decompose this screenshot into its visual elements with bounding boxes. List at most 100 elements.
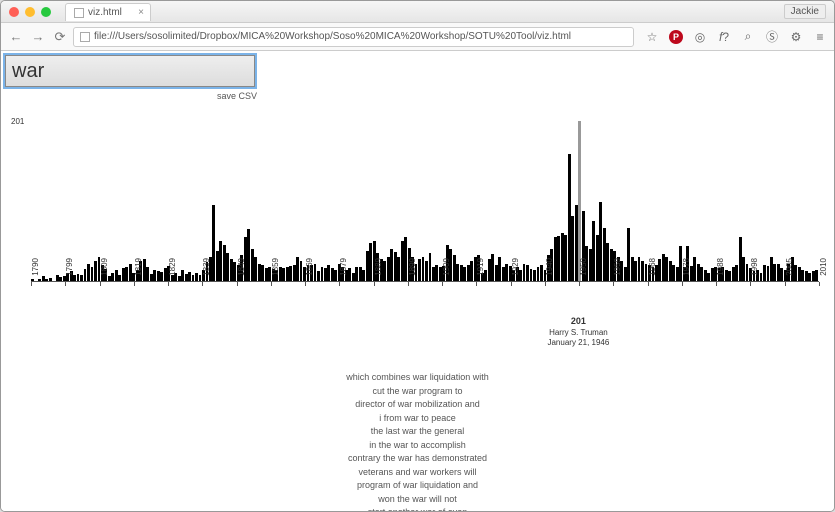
chart-bar[interactable] (707, 273, 710, 281)
chart-bar[interactable] (732, 267, 735, 281)
chart-bar[interactable] (662, 254, 665, 281)
chart-bar[interactable] (540, 265, 543, 281)
chart-bar[interactable] (798, 267, 801, 281)
chart-bar[interactable] (422, 257, 425, 281)
chart-bar[interactable] (672, 265, 675, 281)
chart-bar[interactable] (317, 271, 320, 281)
chart-bar[interactable] (226, 253, 229, 281)
chart-bar[interactable] (624, 267, 627, 281)
chart-bar[interactable] (429, 253, 432, 281)
chart-bar[interactable] (505, 264, 508, 282)
close-icon[interactable] (9, 7, 19, 17)
chart-bar[interactable] (390, 249, 393, 281)
url-bar[interactable]: file:///Users/sosolimited/Dropbox/MICA%2… (73, 27, 634, 47)
chart-bar[interactable] (115, 270, 118, 281)
chart-bar[interactable] (216, 251, 219, 281)
chart-bar[interactable] (794, 265, 797, 281)
chart-bar[interactable] (282, 268, 285, 281)
chart-bar[interactable] (589, 249, 592, 281)
chart-bar[interactable] (286, 267, 289, 281)
chart-bar[interactable] (296, 257, 299, 281)
chart-bar[interactable] (394, 252, 397, 281)
save-csv-link[interactable]: save CSV (5, 91, 257, 101)
chart-bar[interactable] (777, 264, 780, 282)
chart-bar[interactable] (122, 268, 125, 281)
chart-bar[interactable] (401, 241, 404, 281)
chart-bar[interactable] (300, 261, 303, 281)
user-badge[interactable]: Jackie (784, 4, 826, 19)
chart-bar[interactable] (564, 235, 567, 281)
chart-bar[interactable] (324, 268, 327, 281)
font-icon[interactable]: f? (716, 29, 732, 45)
chart-bar[interactable] (530, 269, 533, 281)
chart-bar[interactable] (212, 205, 215, 281)
chart-bar[interactable] (233, 262, 236, 281)
chart-bar[interactable] (321, 267, 324, 281)
chart-bar[interactable] (258, 264, 261, 282)
search-icon[interactable]: ⌕ (740, 29, 756, 45)
chart-bar[interactable] (146, 267, 149, 281)
chart-bar[interactable] (143, 259, 146, 281)
chart-bar[interactable] (251, 249, 254, 281)
chart-bar[interactable] (293, 265, 296, 281)
chart-bar[interactable] (418, 259, 421, 281)
chart-bar[interactable] (404, 237, 407, 281)
chart-bar[interactable] (742, 257, 745, 281)
forward-button[interactable]: → (29, 28, 47, 46)
chart-bar[interactable] (181, 270, 184, 281)
chart-bar[interactable] (746, 264, 749, 282)
chart-bar[interactable] (432, 267, 435, 281)
chart-bar[interactable] (763, 265, 766, 281)
close-tab-icon[interactable]: × (138, 7, 144, 18)
sync-icon[interactable]: ◎ (692, 29, 708, 45)
chart-bar[interactable] (219, 241, 222, 281)
chart-bar[interactable] (523, 264, 526, 282)
chart-bar[interactable] (91, 267, 94, 281)
search-input[interactable] (5, 55, 255, 87)
chart-bar[interactable] (456, 264, 459, 282)
chart-bar[interactable] (760, 273, 763, 281)
chart-bar[interactable] (383, 261, 386, 281)
menu-icon[interactable]: ≡ (812, 29, 828, 45)
chart-bar[interactable] (665, 257, 668, 281)
chart-bar[interactable] (334, 270, 337, 281)
chart-bar[interactable] (808, 273, 811, 281)
chart-bar[interactable] (815, 270, 818, 281)
chart-bar[interactable] (596, 235, 599, 281)
chart-bar[interactable] (366, 251, 369, 281)
chart-bar[interactable] (693, 257, 696, 281)
chart-bar[interactable] (495, 265, 498, 281)
chart-bar[interactable] (230, 259, 233, 281)
chart-bar[interactable] (669, 261, 672, 281)
chart-bar[interactable] (725, 270, 728, 281)
chart-bar[interactable] (355, 267, 358, 281)
chart-bar[interactable] (578, 121, 581, 281)
chart-bar[interactable] (676, 267, 679, 281)
pinterest-icon[interactable]: P (668, 29, 684, 45)
chart-bar[interactable] (195, 273, 198, 281)
chart-bar[interactable] (247, 229, 250, 281)
chart-bar[interactable] (645, 264, 648, 282)
chart-bar[interactable] (697, 264, 700, 282)
chart-bar[interactable] (770, 257, 773, 281)
chart-bar[interactable] (129, 264, 132, 282)
chart-bar[interactable] (735, 265, 738, 281)
chart-bar[interactable] (780, 268, 783, 281)
back-button[interactable]: ← (7, 28, 25, 46)
chart-bar[interactable] (470, 261, 473, 281)
chart-bar[interactable] (603, 228, 606, 281)
chart-bar[interactable] (498, 257, 501, 281)
chart-bar[interactable] (606, 243, 609, 281)
chart-bar[interactable] (700, 267, 703, 281)
chart-bar[interactable] (94, 261, 97, 281)
chart-bar[interactable] (491, 254, 494, 281)
chart-bar[interactable] (805, 271, 808, 281)
chart-bar[interactable] (592, 221, 595, 281)
maximize-icon[interactable] (41, 7, 51, 17)
chart-bar[interactable] (352, 273, 355, 281)
skype-icon[interactable]: Ⓢ (764, 29, 780, 45)
chart-bar[interactable] (435, 265, 438, 281)
chart-bar[interactable] (77, 274, 80, 281)
chart-bar[interactable] (557, 236, 560, 281)
chart-bar[interactable] (463, 267, 466, 281)
